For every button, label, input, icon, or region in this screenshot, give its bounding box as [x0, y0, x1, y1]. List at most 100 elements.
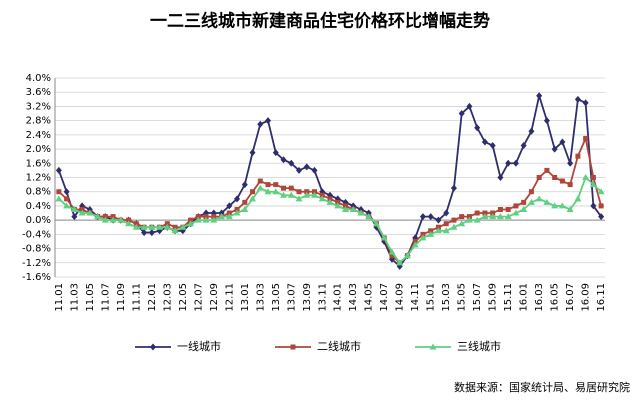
data-point — [450, 184, 457, 192]
data-point — [466, 214, 472, 220]
data-point — [272, 188, 280, 195]
y-tick-label: -1.2% — [22, 258, 51, 269]
data-point — [552, 175, 558, 180]
data-point — [490, 210, 496, 216]
data-point — [250, 189, 256, 195]
data-point — [63, 188, 70, 196]
x-tick-label: 11.03 — [69, 283, 80, 312]
data-point — [187, 220, 195, 227]
data-point — [513, 203, 519, 209]
data-point — [141, 229, 148, 237]
data-point — [233, 209, 241, 216]
data-point — [280, 156, 287, 164]
data-point — [435, 224, 441, 230]
data-point — [341, 205, 349, 212]
data-point — [403, 252, 411, 259]
x-tick-label: 12.03 — [162, 283, 173, 312]
data-point — [380, 234, 388, 241]
data-point — [512, 159, 519, 167]
data-point — [117, 216, 125, 223]
data-point — [420, 231, 426, 237]
legend-label: 一线城市 — [177, 339, 221, 353]
data-point — [273, 182, 279, 188]
x-tick-label: 14.05 — [364, 283, 375, 312]
data-point — [172, 224, 178, 230]
data-point — [528, 189, 534, 195]
data-point — [598, 213, 605, 221]
data-point — [419, 213, 426, 221]
data-point — [71, 213, 78, 221]
data-point — [574, 195, 582, 202]
x-tick-label: 16.07 — [565, 283, 576, 312]
x-tick-label: 15.05 — [457, 283, 468, 312]
data-point — [342, 203, 348, 209]
data-point — [443, 221, 449, 227]
data-point — [295, 195, 303, 202]
data-point — [443, 209, 450, 217]
data-point — [70, 205, 78, 212]
data-point — [474, 124, 481, 132]
data-point — [396, 259, 404, 266]
data-point — [535, 195, 543, 202]
data-point — [451, 217, 457, 223]
data-point — [140, 223, 148, 230]
data-point — [590, 175, 596, 180]
data-point — [372, 220, 380, 227]
data-point — [527, 198, 535, 205]
data-point — [583, 135, 589, 141]
data-point — [318, 195, 326, 202]
data-point — [171, 227, 179, 234]
x-tick-label: 16.01 — [519, 283, 530, 312]
data-point — [566, 205, 574, 212]
data-point — [544, 167, 550, 173]
y-tick-label: -1.6% — [22, 272, 51, 283]
data-point — [319, 192, 325, 198]
data-point — [287, 191, 295, 198]
data-point — [234, 195, 241, 203]
data-point — [496, 213, 504, 220]
x-tick-label: 11.09 — [116, 283, 127, 312]
x-tick-label: 14.07 — [379, 283, 390, 312]
data-point — [567, 182, 573, 188]
data-point — [482, 210, 488, 216]
data-point — [528, 127, 535, 135]
x-tick-label: 16.05 — [550, 283, 561, 312]
data-point — [335, 199, 341, 205]
x-tick-label: 11.07 — [100, 283, 111, 312]
legend-label: 二线城市 — [317, 339, 361, 353]
data-point — [78, 209, 86, 216]
data-point — [257, 120, 264, 128]
data-point — [575, 153, 581, 159]
y-tick-label: -0.8% — [22, 244, 51, 255]
data-point — [256, 184, 264, 191]
data-point — [280, 191, 288, 198]
y-tick-label: 3.2% — [26, 101, 51, 112]
data-point — [435, 216, 442, 224]
x-tick-label: 12.01 — [147, 283, 158, 312]
data-point — [459, 214, 465, 220]
x-tick-label: 15.09 — [488, 283, 499, 312]
y-tick-label: -0.4% — [22, 229, 51, 240]
data-point — [497, 174, 504, 181]
data-point — [110, 214, 116, 220]
data-point — [64, 196, 70, 202]
data-point — [427, 230, 435, 237]
data-point — [481, 213, 489, 220]
data-point — [558, 202, 566, 209]
x-tick-label: 15.07 — [472, 283, 483, 312]
data-point — [257, 178, 263, 184]
data-point — [311, 166, 318, 174]
x-tick-label: 13.07 — [286, 283, 297, 312]
data-point — [148, 223, 156, 230]
y-tick-label: 1.6% — [26, 158, 51, 169]
data-point — [504, 213, 512, 220]
data-point — [521, 199, 527, 205]
y-tick-label: 2.0% — [26, 144, 51, 155]
data-point — [473, 216, 481, 223]
data-point — [94, 213, 102, 220]
x-tick-label: 14.03 — [348, 283, 359, 312]
x-tick-label: 13.05 — [271, 283, 282, 312]
data-point — [242, 199, 248, 205]
x-tick-label: 12.09 — [209, 283, 220, 312]
data-point — [241, 205, 249, 212]
